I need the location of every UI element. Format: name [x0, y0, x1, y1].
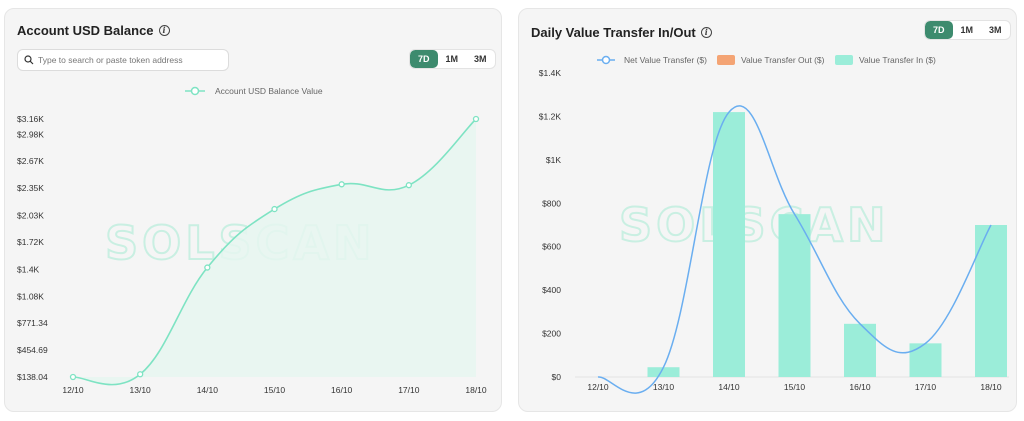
- info-icon[interactable]: i: [700, 27, 712, 38]
- balance-data-point[interactable]: [472, 115, 480, 123]
- legend-item[interactable]: Value Transfer In ($): [835, 55, 936, 65]
- x-tick-label: 18/10: [465, 385, 487, 395]
- y-tick-label: $454.69: [17, 345, 48, 355]
- legend-label: Account USD Balance Value: [215, 86, 323, 96]
- y-tick-label: $2.03K: [17, 210, 44, 220]
- y-tick-label: $200: [542, 329, 561, 339]
- x-tick-label: 16/10: [849, 382, 871, 392]
- x-tick-label: 13/10: [130, 385, 152, 395]
- range-1m-button[interactable]: 1M: [445, 54, 459, 64]
- legend-box-marker: [717, 55, 735, 65]
- y-tick-label: $1.4K: [539, 68, 562, 78]
- legend-item[interactable]: Value Transfer Out ($): [717, 55, 825, 65]
- y-tick-label: $3.16K: [17, 114, 44, 124]
- balance-data-point[interactable]: [405, 182, 412, 189]
- net-value-series-line: [597, 105, 992, 394]
- transfer-in-bar[interactable]: [975, 225, 1007, 377]
- watermark-logo: SOLSCAN: [619, 198, 890, 252]
- y-tick-label: $1K: [546, 155, 561, 165]
- range-selector: 7D 1M 3M: [924, 20, 1011, 40]
- x-tick-label: 14/10: [718, 382, 740, 392]
- legend-item[interactable]: Net Value Transfer ($): [597, 55, 707, 65]
- transfer-in-bar[interactable]: [713, 112, 745, 377]
- range-7d-button[interactable]: 7D: [925, 21, 953, 39]
- x-tick-label: 18/10: [980, 382, 1002, 392]
- transfer-in-bar[interactable]: [778, 214, 811, 377]
- token-search-input[interactable]: [38, 55, 218, 65]
- x-tick-label: 14/10: [197, 385, 219, 395]
- transfer-chart: SOLSCAN Net Value Transfer ($) Value Trans…: [539, 55, 1009, 394]
- x-tick-label: 16/10: [331, 385, 353, 395]
- legend-dot-marker: [190, 86, 200, 96]
- y-tick-label: $800: [542, 198, 561, 208]
- transfer-in-bar[interactable]: [909, 343, 942, 377]
- x-tick-label: 15/10: [264, 385, 286, 395]
- x-tick-label: 17/10: [398, 385, 420, 395]
- y-tick-label: $2.98K: [17, 129, 44, 139]
- legend-item[interactable]: Account USD Balance Value: [185, 86, 323, 96]
- balance-chart: SOLSCANAccount USD Balance Value$138.04$…: [17, 86, 487, 395]
- card-title: Account USD Balance i: [17, 23, 170, 38]
- legend-label: Value Transfer Out ($): [741, 55, 825, 65]
- x-tick-label: 12/10: [587, 382, 609, 392]
- search-icon: [24, 55, 34, 65]
- legend-label: Net Value Transfer ($): [624, 55, 707, 65]
- y-tick-label: $1.2K: [539, 111, 562, 121]
- transfer-in-bar[interactable]: [844, 323, 876, 377]
- legend-dot-marker: [601, 55, 611, 65]
- balance-area-fill: [73, 119, 476, 385]
- range-1m-button[interactable]: 1M: [960, 25, 974, 35]
- y-tick-label: $2.67K: [17, 156, 44, 166]
- value-transfer-card: Daily Value Transfer In/Out i 7D 1M 3M SOL…: [518, 8, 1017, 412]
- y-tick-label: $400: [542, 285, 561, 295]
- range-3m-button[interactable]: 3M: [989, 25, 1002, 35]
- legend-label: Value Transfer In ($): [859, 55, 936, 65]
- x-tick-label: 17/10: [915, 382, 937, 392]
- x-tick-label: 12/10: [62, 385, 84, 395]
- y-tick-label: $1.08K: [17, 292, 44, 302]
- balance-data-point[interactable]: [271, 205, 278, 213]
- y-tick-label: $2.35K: [17, 183, 44, 193]
- balance-data-point[interactable]: [204, 264, 211, 271]
- balance-data-point[interactable]: [69, 373, 77, 381]
- x-tick-label: 13/10: [653, 382, 675, 392]
- info-icon[interactable]: i: [158, 25, 170, 36]
- legend-box-marker: [835, 55, 853, 65]
- y-tick-label: $0: [552, 372, 562, 382]
- y-tick-label: $1.4K: [17, 264, 40, 274]
- range-selector: 7D 1M 3M: [409, 49, 496, 69]
- card-title: Daily Value Transfer In/Out i: [531, 25, 712, 40]
- token-search-box[interactable]: [17, 49, 229, 71]
- y-tick-label: $1.72K: [17, 237, 44, 247]
- x-tick-label: 15/10: [784, 382, 806, 392]
- card-title-text: Daily Value Transfer In/Out: [531, 25, 696, 40]
- range-7d-button[interactable]: 7D: [410, 50, 438, 68]
- card-title-text: Account USD Balance: [17, 23, 154, 38]
- balance-data-point[interactable]: [338, 181, 345, 188]
- range-3m-button[interactable]: 3M: [474, 54, 487, 64]
- y-tick-label: $600: [542, 242, 561, 252]
- transfer-in-bar[interactable]: [647, 367, 680, 377]
- y-tick-label: $771.34: [17, 318, 48, 328]
- y-tick-label: $138.04: [17, 372, 48, 382]
- balance-data-point[interactable]: [137, 371, 144, 378]
